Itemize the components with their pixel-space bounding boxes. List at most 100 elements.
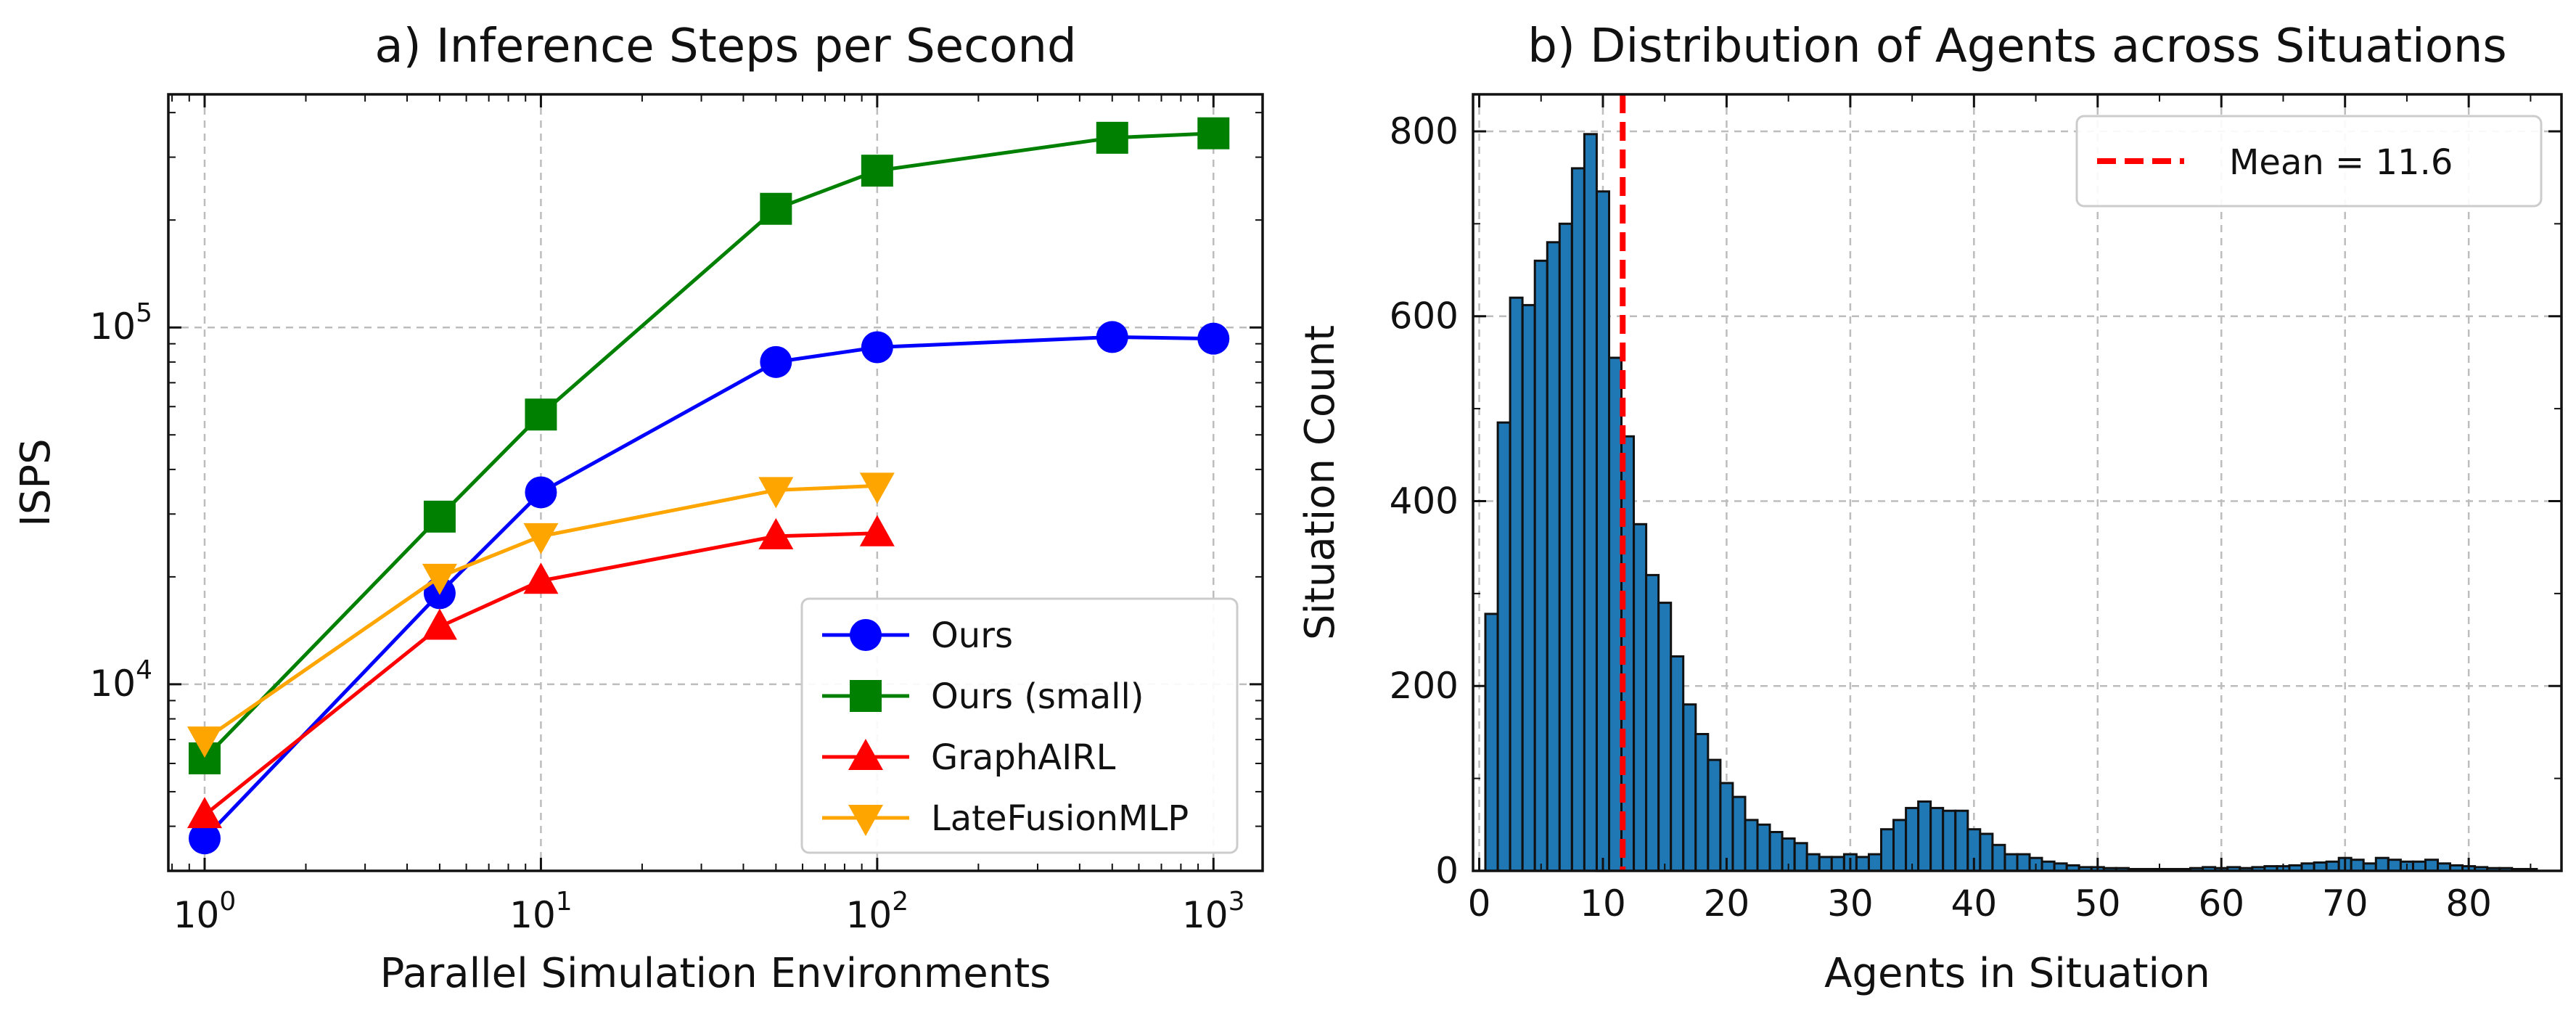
data-point bbox=[422, 608, 457, 640]
data-point bbox=[861, 155, 893, 187]
panel-b-xlabel: Agents in Situation bbox=[1824, 950, 2210, 997]
panel-b-plot-frame bbox=[1472, 93, 2563, 872]
histogram-bar bbox=[1892, 819, 1907, 872]
data-point bbox=[523, 523, 559, 554]
histogram-bar bbox=[1657, 602, 1673, 872]
histogram-bar bbox=[2016, 853, 2031, 872]
histogram-bar bbox=[1484, 613, 1499, 872]
histogram-bar bbox=[1818, 856, 1833, 872]
legend-marker bbox=[848, 739, 883, 770]
series-latefusionmlp bbox=[187, 472, 895, 758]
panel-b-xtick-label: 0 bbox=[1468, 882, 1491, 925]
legend-marker bbox=[848, 805, 883, 836]
histogram-bar bbox=[1756, 823, 1771, 872]
legend-item: LateFusionMLP bbox=[822, 798, 1189, 839]
panel-b-ytick-label: 800 bbox=[1390, 110, 1459, 152]
legend-label: Ours (small) bbox=[931, 676, 1144, 717]
histogram-bar bbox=[1509, 296, 1524, 872]
data-point bbox=[760, 192, 792, 225]
histogram-bar bbox=[2040, 860, 2056, 872]
panel-a-title: a) Inference Steps per Second bbox=[374, 20, 1076, 73]
histogram-bar bbox=[1768, 831, 1784, 872]
legend-item: GraphAIRL bbox=[822, 737, 1116, 778]
data-point bbox=[859, 472, 895, 504]
panel-a-xtick-label: 103 bbox=[1182, 887, 1245, 936]
histogram-bar bbox=[2350, 859, 2365, 872]
panel-b-ytick-label: 600 bbox=[1390, 295, 1459, 337]
data-point bbox=[1197, 117, 1230, 149]
data-point bbox=[758, 517, 794, 549]
panel-b-ytick-label: 200 bbox=[1390, 665, 1459, 707]
panel-b-xtick-label: 20 bbox=[1704, 882, 1750, 925]
panel-b-ylabel: Situation Count bbox=[1297, 325, 1344, 640]
histogram-bar bbox=[1917, 800, 1932, 872]
panel-b-chart: b) Distribution of Agents across Situati… bbox=[1297, 20, 2563, 997]
data-point bbox=[859, 515, 895, 546]
histogram-bar bbox=[1979, 832, 1994, 872]
legend-marker bbox=[850, 680, 882, 712]
histogram-bar bbox=[1744, 819, 1759, 872]
panel-b-xtick-label: 70 bbox=[2322, 882, 2368, 925]
data-point bbox=[189, 822, 221, 855]
histogram-bar bbox=[1954, 809, 1969, 872]
histogram-bar bbox=[1596, 190, 1610, 872]
histogram-bar bbox=[1533, 259, 1549, 872]
histogram-bar bbox=[1608, 356, 1623, 872]
histogram-bar bbox=[2424, 859, 2439, 872]
series-ours-small- bbox=[189, 117, 1230, 774]
histogram-bar bbox=[2003, 853, 2019, 872]
panel-b-xtick-label: 80 bbox=[2445, 882, 2492, 925]
panel-b-title: b) Distribution of Agents across Situati… bbox=[1527, 20, 2507, 73]
panel-b-xtick-label: 40 bbox=[1951, 882, 1998, 925]
series-graphairl bbox=[187, 515, 895, 829]
panel-b-xtick-label: 30 bbox=[1827, 882, 1874, 925]
histogram-bar bbox=[1942, 809, 1957, 872]
legend-label: GraphAIRL bbox=[931, 737, 1116, 778]
histogram-bar bbox=[1830, 856, 1845, 872]
legend-item: Ours (small) bbox=[822, 676, 1144, 717]
data-point bbox=[525, 476, 557, 509]
data-point bbox=[187, 726, 223, 758]
histogram-bar bbox=[1868, 853, 1882, 872]
histogram-bar bbox=[1905, 806, 1920, 872]
panel-a-xtick-label: 100 bbox=[173, 887, 237, 936]
data-point bbox=[187, 797, 223, 829]
legend-mean-label: Mean = 11.6 bbox=[2229, 142, 2453, 183]
histogram-bar bbox=[1521, 303, 1536, 872]
histogram-bar bbox=[2325, 860, 2340, 872]
panel-b-xtick-label: 50 bbox=[2075, 882, 2121, 925]
histogram-bar bbox=[1496, 421, 1511, 872]
legend-item: Ours bbox=[822, 615, 1013, 656]
panel-a-ytick-label: 104 bbox=[89, 655, 152, 705]
histogram-bar bbox=[1682, 703, 1697, 872]
histogram-bar bbox=[1633, 523, 1648, 872]
histogram-bar bbox=[1583, 133, 1598, 872]
legend-box bbox=[800, 597, 1239, 854]
panel-a-chart: a) Inference Steps per Second 100 101 102 1… bbox=[12, 20, 1264, 997]
histogram-bar bbox=[1929, 806, 1945, 872]
histogram-bar bbox=[2387, 859, 2402, 872]
histogram-bar bbox=[1855, 856, 1870, 872]
histogram-bar bbox=[1546, 241, 1561, 872]
legend-label: LateFusionMLP bbox=[931, 798, 1189, 839]
data-point bbox=[758, 477, 794, 509]
histogram-bar bbox=[1793, 842, 1808, 872]
panel-b-ytick-label: 400 bbox=[1390, 480, 1459, 522]
histogram-bar bbox=[2412, 860, 2427, 872]
panel-b-xtick-label: 60 bbox=[2198, 882, 2244, 925]
data-point bbox=[422, 563, 457, 595]
data-point bbox=[1197, 322, 1230, 355]
data-point bbox=[525, 398, 557, 431]
histogram-bar bbox=[1991, 843, 2006, 872]
histogram-bar bbox=[2374, 856, 2390, 872]
panel-a-xtick-label: 101 bbox=[509, 887, 573, 936]
data-point bbox=[1096, 121, 1128, 154]
histogram-bar bbox=[1670, 655, 1685, 872]
histogram-bar bbox=[1880, 828, 1895, 872]
histogram-bar bbox=[1570, 167, 1586, 872]
legend-label: Ours bbox=[931, 615, 1013, 656]
panel-a-ylabel: ISPS bbox=[12, 438, 60, 526]
panel-b-legend: Mean = 11.6 bbox=[2075, 115, 2543, 208]
data-point bbox=[760, 345, 792, 378]
